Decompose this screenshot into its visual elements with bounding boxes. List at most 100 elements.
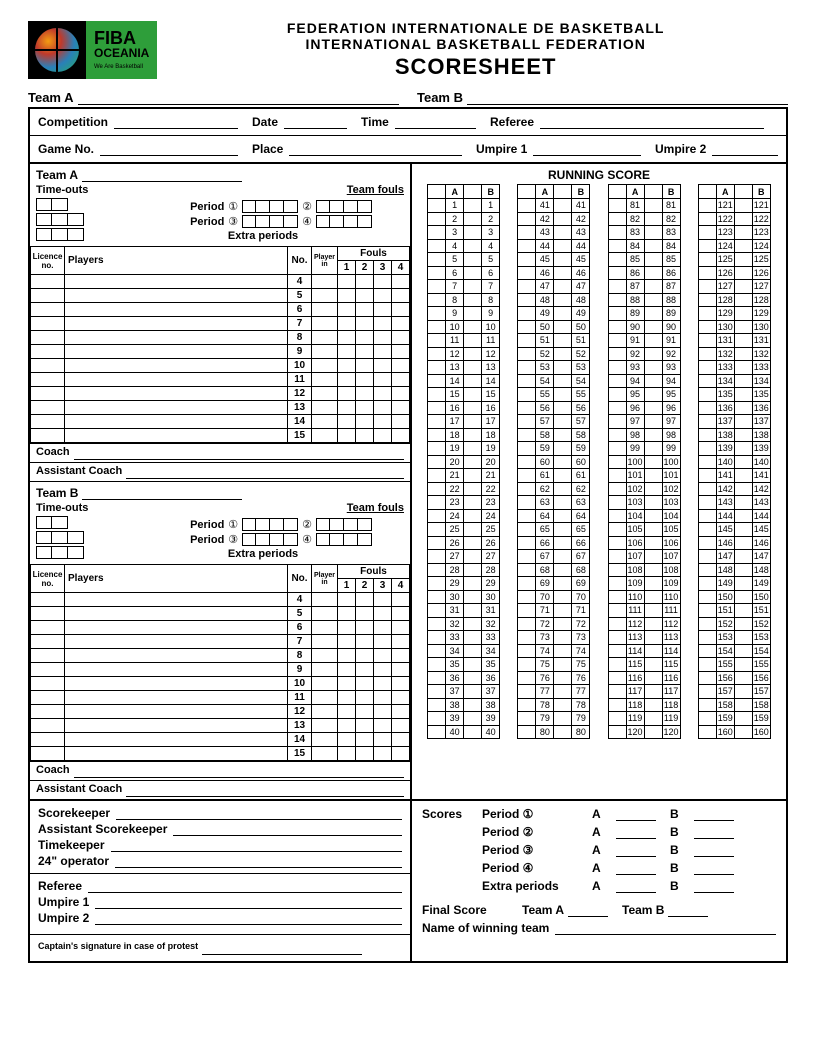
rs-a-mark[interactable] (698, 266, 716, 280)
score-b-input[interactable] (694, 844, 734, 857)
team-b-input[interactable] (467, 91, 788, 105)
player-foul-cell[interactable] (392, 691, 410, 705)
foul-cell[interactable] (284, 533, 298, 546)
rs-a-mark[interactable] (608, 455, 626, 469)
rs-b-mark[interactable] (554, 401, 572, 415)
licence-cell[interactable] (31, 359, 65, 373)
rs-a-mark[interactable] (428, 401, 446, 415)
rs-a-mark[interactable] (518, 658, 536, 672)
rs-b-mark[interactable] (644, 239, 662, 253)
rs-a-mark[interactable] (518, 644, 536, 658)
rs-b-mark[interactable] (464, 320, 482, 334)
rs-a-mark[interactable] (518, 685, 536, 699)
rs-a-mark[interactable] (428, 725, 446, 739)
licence-cell[interactable] (31, 317, 65, 331)
rs-a-mark[interactable] (608, 266, 626, 280)
rs-b-mark[interactable] (464, 428, 482, 442)
player-foul-cell[interactable] (392, 289, 410, 303)
player-foul-cell[interactable] (374, 677, 392, 691)
rs-b-mark[interactable] (464, 212, 482, 226)
rs-a-mark[interactable] (608, 320, 626, 334)
player-foul-cell[interactable] (392, 635, 410, 649)
rs-b-mark[interactable] (734, 671, 752, 685)
date-input[interactable] (284, 115, 347, 129)
rs-b-mark[interactable] (464, 631, 482, 645)
scorekeeper-input[interactable] (116, 806, 402, 820)
player-foul-cell[interactable] (356, 373, 374, 387)
player-foul-cell[interactable] (356, 593, 374, 607)
rs-a-mark[interactable] (428, 536, 446, 550)
player-foul-cell[interactable] (356, 317, 374, 331)
rs-a-mark[interactable] (428, 280, 446, 294)
rs-b-mark[interactable] (554, 388, 572, 402)
rs-a-mark[interactable] (428, 469, 446, 483)
rs-a-mark[interactable] (608, 199, 626, 213)
checkbox-cell[interactable] (52, 198, 68, 211)
timekeeper-input[interactable] (111, 838, 403, 852)
rs-a-mark[interactable] (518, 266, 536, 280)
rs-a-mark[interactable] (518, 563, 536, 577)
player-foul-cell[interactable] (374, 317, 392, 331)
rs-a-mark[interactable] (608, 617, 626, 631)
player-in-cell[interactable] (312, 705, 338, 719)
player-foul-cell[interactable] (392, 621, 410, 635)
rs-a-mark[interactable] (518, 374, 536, 388)
player-foul-cell[interactable] (356, 733, 374, 747)
licence-cell[interactable] (31, 415, 65, 429)
rs-b-mark[interactable] (554, 469, 572, 483)
rs-a-mark[interactable] (698, 415, 716, 429)
player-name-cell[interactable] (65, 747, 288, 761)
player-foul-cell[interactable] (374, 719, 392, 733)
score-a-input[interactable] (616, 808, 656, 821)
rs-a-mark[interactable] (698, 550, 716, 564)
rs-b-mark[interactable] (644, 617, 662, 631)
checkbox-cell[interactable] (36, 516, 52, 529)
player-foul-cell[interactable] (338, 691, 356, 705)
rs-b-mark[interactable] (554, 226, 572, 240)
umpire2-sig-input[interactable] (95, 911, 402, 925)
rs-a-mark[interactable] (428, 671, 446, 685)
rs-a-mark[interactable] (518, 469, 536, 483)
rs-a-mark[interactable] (698, 361, 716, 375)
rs-b-mark[interactable] (644, 442, 662, 456)
score-b-input[interactable] (694, 862, 734, 875)
rs-b-mark[interactable] (554, 712, 572, 726)
player-foul-cell[interactable] (338, 747, 356, 761)
licence-cell[interactable] (31, 607, 65, 621)
rs-a-mark[interactable] (518, 725, 536, 739)
rs-a-mark[interactable] (608, 496, 626, 510)
rs-a-mark[interactable] (518, 320, 536, 334)
rs-a-mark[interactable] (698, 428, 716, 442)
rs-b-mark[interactable] (464, 671, 482, 685)
rs-a-mark[interactable] (698, 334, 716, 348)
rs-a-mark[interactable] (698, 563, 716, 577)
rs-a-mark[interactable] (698, 631, 716, 645)
player-in-cell[interactable] (312, 607, 338, 621)
rs-b-mark[interactable] (554, 631, 572, 645)
player-foul-cell[interactable] (374, 345, 392, 359)
rs-b-mark[interactable] (464, 442, 482, 456)
player-name-cell[interactable] (65, 345, 288, 359)
player-foul-cell[interactable] (356, 677, 374, 691)
rs-a-mark[interactable] (698, 658, 716, 672)
rs-a-mark[interactable] (698, 617, 716, 631)
foul-cell[interactable] (316, 215, 330, 228)
player-in-cell[interactable] (312, 345, 338, 359)
rs-a-mark[interactable] (698, 482, 716, 496)
rs-a-mark[interactable] (428, 307, 446, 321)
score-a-input[interactable] (616, 844, 656, 857)
foul-cell[interactable] (316, 518, 330, 531)
rs-b-mark[interactable] (734, 428, 752, 442)
rs-b-mark[interactable] (554, 644, 572, 658)
rs-a-mark[interactable] (518, 698, 536, 712)
rs-b-mark[interactable] (554, 361, 572, 375)
foul-cell[interactable] (358, 533, 372, 546)
licence-cell[interactable] (31, 663, 65, 677)
rs-b-mark[interactable] (554, 550, 572, 564)
player-foul-cell[interactable] (356, 635, 374, 649)
rs-b-mark[interactable] (734, 455, 752, 469)
licence-cell[interactable] (31, 635, 65, 649)
rs-a-mark[interactable] (698, 347, 716, 361)
rs-b-mark[interactable] (644, 698, 662, 712)
umpire2-input[interactable] (712, 142, 778, 156)
